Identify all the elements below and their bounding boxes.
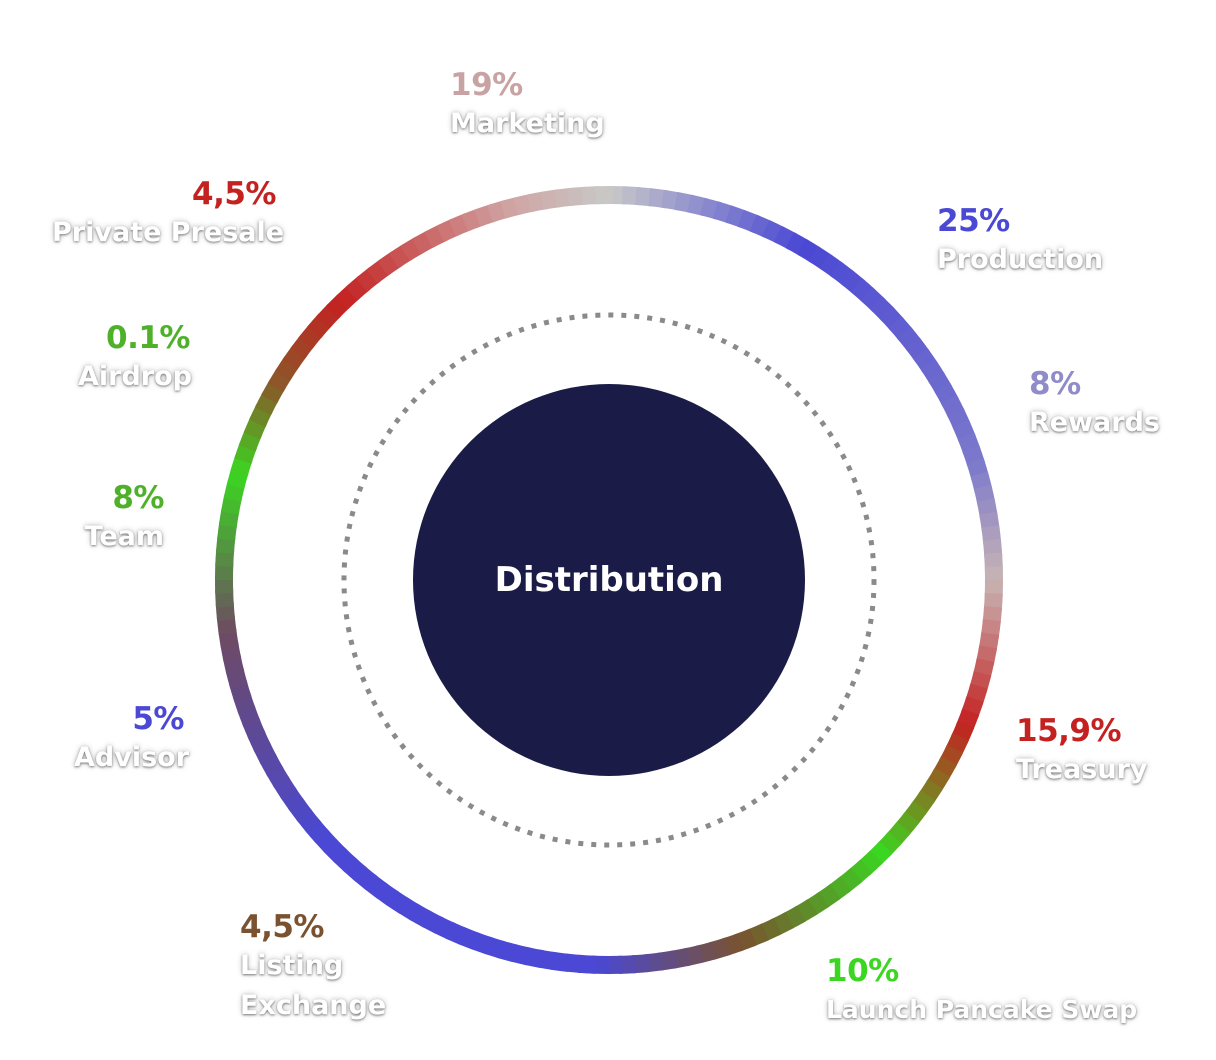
ring-gradient	[214, 185, 1004, 975]
slice-value: 10%	[826, 953, 899, 989]
slice-value: 4,5%	[192, 176, 276, 212]
slice-value: 8%	[1029, 366, 1081, 402]
center-disc	[413, 384, 805, 776]
slice-label-advisor: 5% Advisor	[74, 700, 190, 778]
slice-name: Advisor	[74, 742, 190, 773]
slice-label-team: 8% Team	[80, 479, 165, 557]
slice-value: 4,5%	[240, 909, 324, 945]
chart-title: Distribution	[494, 560, 724, 600]
slice-label-marketing: 19% Marketing	[450, 66, 605, 144]
slice-name: Airdrop	[78, 361, 192, 392]
slice-value: 0.1%	[106, 320, 190, 356]
slice-value: 25%	[937, 203, 1010, 239]
slice-label-rewards: 8% Rewards	[1029, 365, 1160, 443]
slice-name: Launch Pancake Swap	[826, 995, 1138, 1024]
slice-label-treasury: 15,9% Treasury	[1016, 712, 1148, 790]
slice-value: 15,9%	[1016, 713, 1122, 749]
slice-label-listing-exchange: 4,5% Listing Exchange	[240, 908, 410, 1026]
slice-value: 19%	[450, 67, 523, 103]
slice-name: Private Presale	[52, 217, 285, 248]
slice-name: Marketing	[450, 108, 605, 139]
slice-name: Rewards	[1029, 407, 1160, 438]
slice-label-private-presale: 4,5% Private Presale	[52, 175, 285, 253]
dotted-inner-ring	[341, 312, 877, 848]
slice-name: Listing Exchange	[240, 950, 387, 1021]
slice-label-launch-pancake-swap: 10% Launch Pancake Swap	[826, 952, 1137, 1030]
slice-name: Treasury	[1016, 754, 1148, 785]
slice-name: Team	[84, 521, 165, 552]
slice-label-production: 25% Production	[937, 202, 1103, 280]
slice-label-airdrop: 0.1% Airdrop	[78, 319, 192, 397]
slice-name: Production	[937, 244, 1104, 275]
slice-value: 8%	[112, 480, 164, 516]
slice-value: 5%	[132, 701, 184, 737]
